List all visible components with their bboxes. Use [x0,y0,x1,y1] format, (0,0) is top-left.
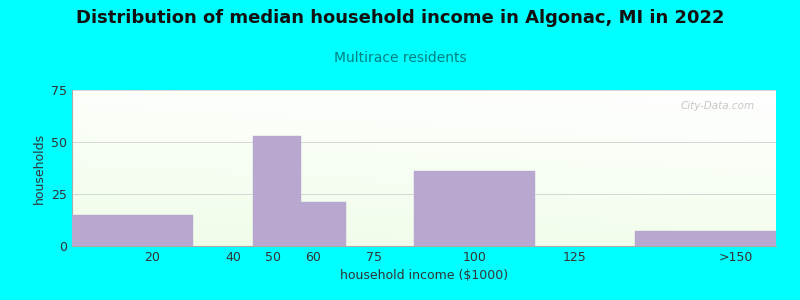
X-axis label: household income ($1000): household income ($1000) [340,269,508,282]
Text: City-Data.com: City-Data.com [681,101,755,111]
Bar [302,202,346,246]
Bar [253,136,302,246]
Bar [635,231,776,246]
Text: Multirace residents: Multirace residents [334,51,466,65]
Bar [72,215,193,246]
Bar [414,171,534,246]
Text: Distribution of median household income in Algonac, MI in 2022: Distribution of median household income … [76,9,724,27]
Y-axis label: households: households [33,132,46,204]
